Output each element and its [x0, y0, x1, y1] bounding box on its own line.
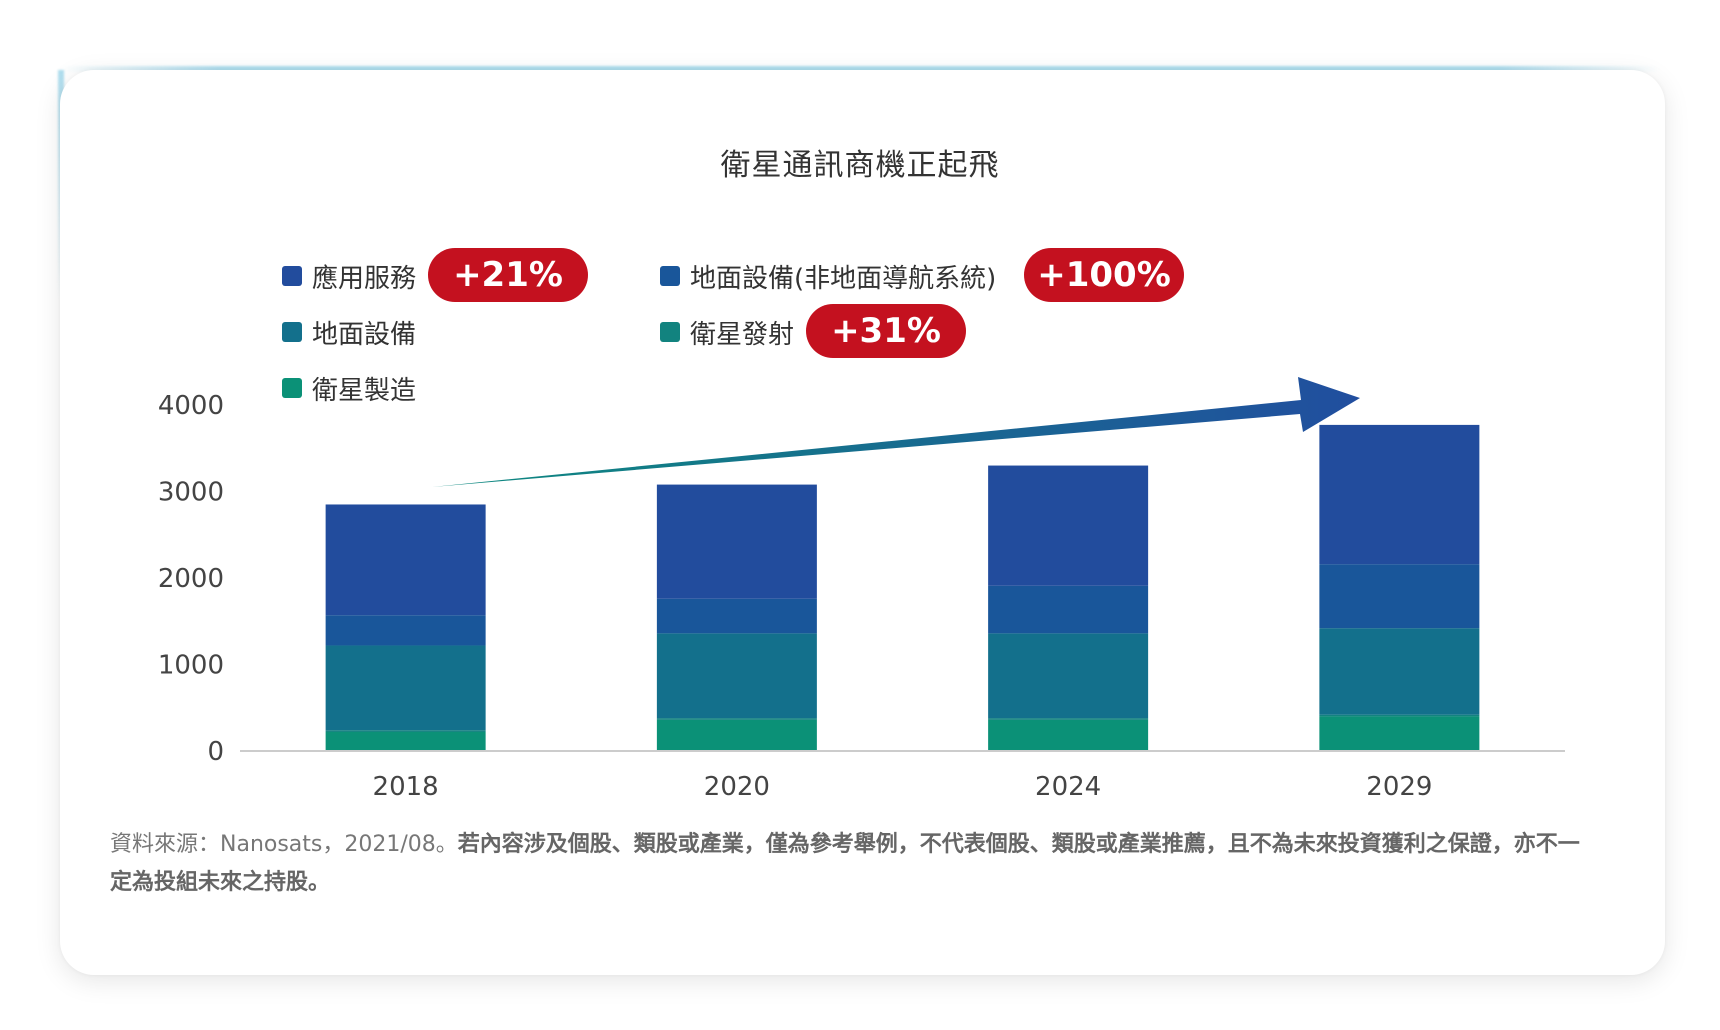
bar-segment-2024-4: [988, 465, 1149, 586]
badge-launch-growth: +31%: [806, 304, 966, 358]
bar-segment-2029-4: [1319, 424, 1480, 565]
bars-layer: [325, 424, 1480, 751]
card-top-glow: [60, 66, 1660, 72]
y-tick-label: 3000: [158, 478, 224, 508]
legend-label-applications: 應用服務: [312, 263, 417, 294]
badge-applications-growth: +21%: [428, 248, 588, 302]
bar-segment-2024-1: [988, 718, 1149, 720]
bar-segment-2029-0: [1319, 716, 1480, 751]
y-tick-label: 1000: [158, 651, 224, 681]
bar-segment-2020-2: [656, 633, 817, 719]
y-tick-label: 4000: [158, 391, 224, 421]
bar-segment-2024-2: [988, 633, 1149, 719]
x-tick-label: 2029: [1366, 772, 1432, 802]
x-tick-label: 2024: [1035, 772, 1101, 802]
bar-segment-2018-1: [325, 730, 486, 732]
bar-segment-2029-2: [1319, 628, 1480, 715]
bar-segment-2024-3: [988, 585, 1149, 634]
legend-swatch-launch: [660, 322, 680, 342]
legend-item-applications: 應用服務: [282, 256, 416, 296]
x-tick-label: 2018: [373, 772, 439, 802]
chart-title: 衛星通訊商機正起飛: [720, 148, 1000, 183]
legend-item-ground-non-gnss: 地面設備(非地面導航系統): [660, 256, 996, 296]
growth-trend-arrow: [432, 377, 1360, 487]
y-tick-label: 0: [207, 737, 224, 767]
y-axis-ticks: 0 1000 2000 3000 4000: [158, 391, 224, 767]
x-axis-ticks: 2018 2020 2024 2029: [373, 772, 1433, 802]
bar-segment-2020-3: [656, 598, 817, 634]
legend-item-ground-equipment: 地面設備: [282, 312, 416, 352]
bar-segment-2020-1: [656, 718, 817, 720]
bar-segment-2018-2: [325, 645, 486, 731]
legend-label-manufacturing: 衛星製造: [312, 375, 417, 406]
legend-swatch-applications: [282, 266, 302, 286]
bar-segment-2018-3: [325, 615, 486, 646]
bar-segment-2020-0: [656, 719, 817, 751]
source-note: 資料來源：Nanosats，2021/08。若內容涉及個股、類股或產業，僅為參考…: [110, 826, 1590, 902]
bar-segment-2020-4: [656, 484, 817, 599]
bar-segment-2018-0: [325, 731, 486, 751]
legend-swatch-ground-equipment: [282, 322, 302, 342]
source-note-disclaimer: 若內容涉及個股、類股或產業，僅為參考舉例，不代表個股、類股或產業推薦，且不為未來…: [110, 832, 1580, 895]
bar-segment-2024-0: [988, 719, 1149, 751]
legend-swatch-manufacturing: [282, 378, 302, 398]
y-tick-label: 2000: [158, 564, 224, 594]
legend-item-launch: 衛星發射: [660, 312, 794, 352]
source-note-prefix: 資料來源：Nanosats，2021/08。: [110, 832, 458, 857]
x-tick-label: 2020: [704, 772, 770, 802]
legend-label-launch: 衛星發射: [690, 319, 795, 350]
legend-item-manufacturing: 衛星製造: [282, 368, 416, 408]
badge-ground-non-gnss-growth: +100%: [1024, 248, 1184, 302]
bar-segment-2029-1: [1319, 714, 1480, 717]
bar-segment-2018-4: [325, 504, 486, 616]
legend-swatch-ground-non-gnss: [660, 266, 680, 286]
legend-label-ground-non-gnss: 地面設備(非地面導航系統): [690, 263, 997, 294]
legend-label-ground-equipment: 地面設備: [312, 319, 417, 350]
bar-segment-2029-3: [1319, 564, 1480, 629]
